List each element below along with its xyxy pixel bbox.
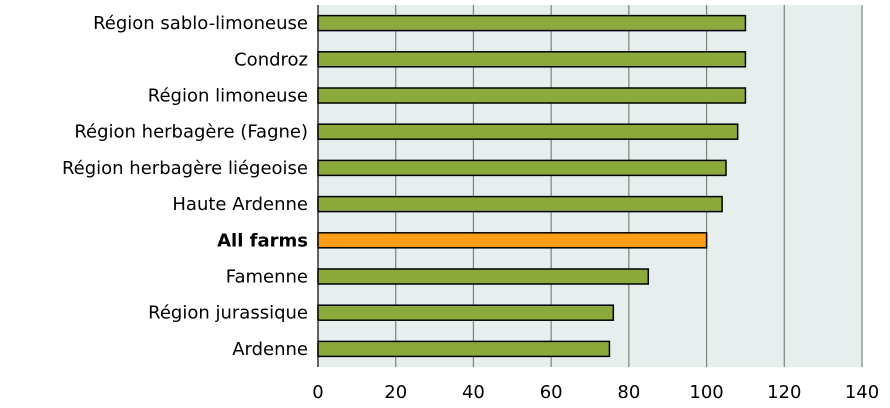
category-label: Région limoneuse [148, 86, 308, 107]
bar [317, 51, 747, 68]
category-label: Haute Ardenne [172, 194, 308, 215]
category-label: Ardenne [232, 339, 308, 360]
bar [317, 87, 747, 104]
category-labels: Région sablo-limoneuse Condroz Région limo… [62, 13, 308, 360]
category-label: Région herbagère (Fagne) [74, 122, 308, 143]
x-tick-label: 0 [312, 382, 323, 403]
x-tick-label: 140 [845, 382, 879, 403]
bars [317, 14, 747, 358]
bar [317, 123, 739, 140]
x-tick-label: 100 [689, 382, 723, 403]
bar [317, 195, 723, 213]
bar [317, 268, 650, 285]
category-label: Région herbagère liégeoise [62, 158, 308, 179]
x-tick-label: 120 [767, 382, 801, 403]
x-tick-label: 80 [617, 382, 640, 403]
bar [317, 232, 708, 249]
bar [317, 304, 615, 321]
x-tick-labels: 0 20 40 60 80 100 120 140 [312, 382, 879, 403]
bar [317, 340, 611, 358]
category-label: All farms [217, 230, 308, 251]
category-label: Famenne [226, 267, 308, 288]
category-label: Région jurassique [148, 303, 308, 324]
x-tick-label: 60 [540, 382, 563, 403]
bar [317, 159, 727, 177]
category-label: Condroz [234, 49, 308, 70]
x-tick-label: 40 [462, 382, 485, 403]
x-tick-label: 20 [384, 382, 407, 403]
bar [317, 14, 747, 32]
category-label: Région sablo-limoneuse [93, 13, 308, 34]
